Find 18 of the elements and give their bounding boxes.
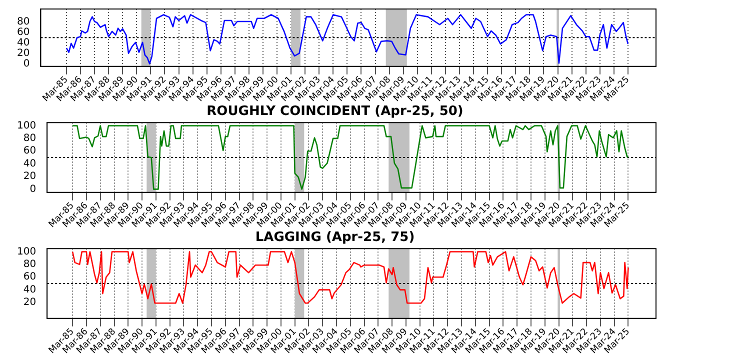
chart-title: ROUGHLY COINCIDENT (Apr-25, 50) [206, 104, 464, 120]
y-tick-label: 60 [16, 27, 30, 38]
chart-title: LAGGING (Apr-25, 75) [255, 230, 415, 246]
y-tick-label: 40 [23, 158, 36, 170]
y-tick-label: 20 [16, 48, 30, 59]
y-tick-label: 60 [23, 272, 36, 283]
y-tick-label: 60 [23, 146, 36, 157]
y-tick-label: 20 [23, 297, 36, 308]
y-tick-label: 100 [16, 246, 36, 258]
y-tick-label: 80 [23, 259, 36, 270]
y-tick-label: 80 [16, 16, 30, 28]
y-tick-label: 40 [23, 284, 36, 296]
y-tick-label: 20 [23, 171, 36, 182]
y-tick-label: 0 [30, 184, 36, 195]
y-tick-label: 100 [16, 120, 36, 132]
y-tick-label: 0 [23, 58, 30, 70]
y-tick-label: 40 [16, 37, 30, 48]
y-tick-label: 80 [23, 133, 36, 144]
